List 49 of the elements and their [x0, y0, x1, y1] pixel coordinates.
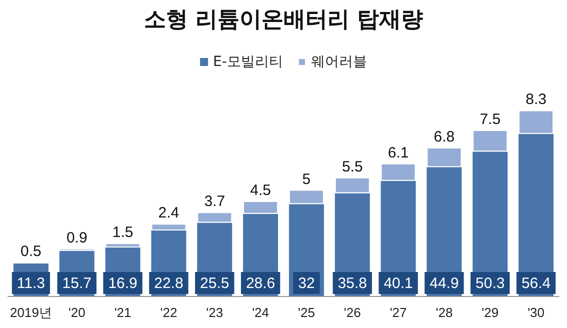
- data-label: 3.7: [204, 193, 226, 210]
- data-label: 28.6: [246, 275, 276, 292]
- x-tick-label: '24: [252, 305, 270, 320]
- data-label: 15.7: [62, 275, 92, 292]
- chart-title: 소형 리튬이온배터리 탑재량: [144, 8, 424, 32]
- x-tick-label: '25: [298, 305, 315, 320]
- x-tick-label: '30: [528, 305, 545, 320]
- bar: [105, 243, 140, 248]
- data-label: 5.5: [342, 158, 363, 176]
- bar: [288, 190, 324, 204]
- x-tick-label: '29: [482, 305, 499, 320]
- data-label: 8.3: [526, 91, 546, 108]
- x-tick-label: 2019년: [10, 305, 52, 320]
- data-label: 50.3: [476, 275, 505, 292]
- legend-label: E-모빌리티: [213, 54, 283, 70]
- x-tick-label: '26: [344, 305, 361, 320]
- bar: [334, 177, 370, 194]
- bar: [426, 148, 462, 168]
- data-label: 0.9: [66, 229, 88, 246]
- data-label: 16.9: [108, 275, 138, 292]
- data-label: 4.5: [250, 182, 271, 199]
- x-tick-label: '20: [68, 305, 86, 320]
- x-tick-label: '27: [390, 305, 407, 320]
- x-tick-label: '21: [114, 305, 132, 320]
- bar: [151, 224, 186, 231]
- data-label: 56.4: [521, 275, 551, 292]
- bar: [380, 163, 416, 181]
- legend-label: 웨어러블: [310, 54, 367, 70]
- data-label: 6.8: [434, 128, 455, 146]
- x-tick-label: '23: [206, 305, 224, 320]
- x-tick-label: '22: [160, 305, 178, 320]
- bar: [197, 212, 232, 223]
- bar: [518, 110, 554, 134]
- data-label: 11.3: [16, 275, 46, 292]
- bar: [472, 130, 508, 152]
- data-label: 44.9: [430, 275, 459, 292]
- data-label: 40.1: [384, 275, 413, 292]
- data-label: 0.5: [20, 243, 42, 260]
- data-label: 22.8: [154, 275, 184, 292]
- data-label: 1.5: [112, 224, 134, 242]
- data-label: 2.4: [158, 204, 180, 222]
- bar: [243, 200, 278, 214]
- data-label: 5: [302, 170, 311, 188]
- x-tick-label: '28: [436, 305, 453, 320]
- data-label: 32: [298, 275, 315, 292]
- data-label: 35.8: [338, 275, 367, 292]
- data-label: 25.5: [200, 275, 230, 292]
- data-label: 7.5: [480, 111, 501, 128]
- data-label: 6.1: [388, 144, 409, 162]
